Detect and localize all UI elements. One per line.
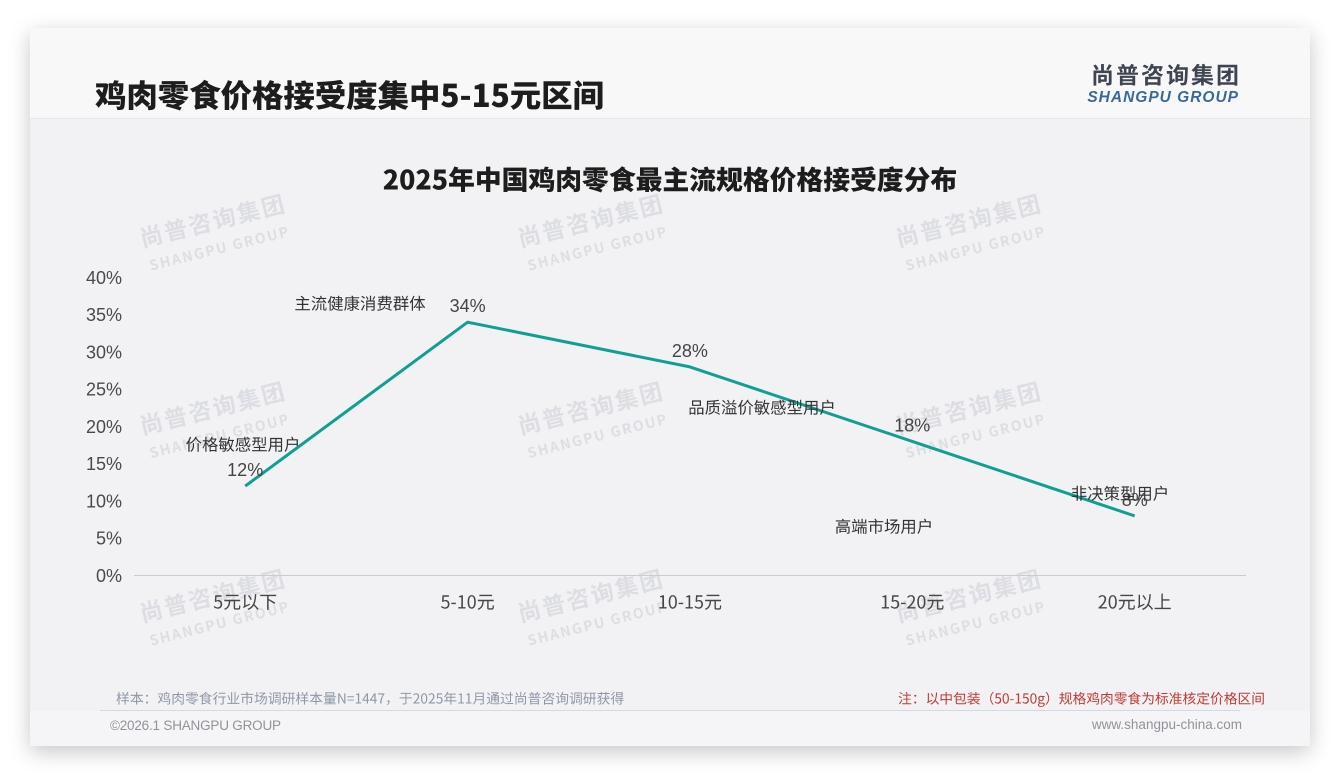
svg-text:10%: 10% bbox=[86, 491, 122, 511]
svg-text:28%: 28% bbox=[672, 341, 708, 361]
svg-text:15%: 15% bbox=[86, 454, 122, 474]
svg-text:5%: 5% bbox=[96, 529, 122, 549]
svg-text:25%: 25% bbox=[86, 380, 122, 400]
svg-text:18%: 18% bbox=[894, 415, 930, 435]
svg-text:20%: 20% bbox=[86, 417, 122, 437]
svg-text:34%: 34% bbox=[450, 296, 486, 316]
svg-text:35%: 35% bbox=[86, 305, 122, 325]
svg-text:12%: 12% bbox=[227, 460, 263, 480]
svg-text:0%: 0% bbox=[96, 566, 122, 586]
svg-text:40%: 40% bbox=[86, 268, 122, 288]
svg-text:30%: 30% bbox=[86, 342, 122, 362]
